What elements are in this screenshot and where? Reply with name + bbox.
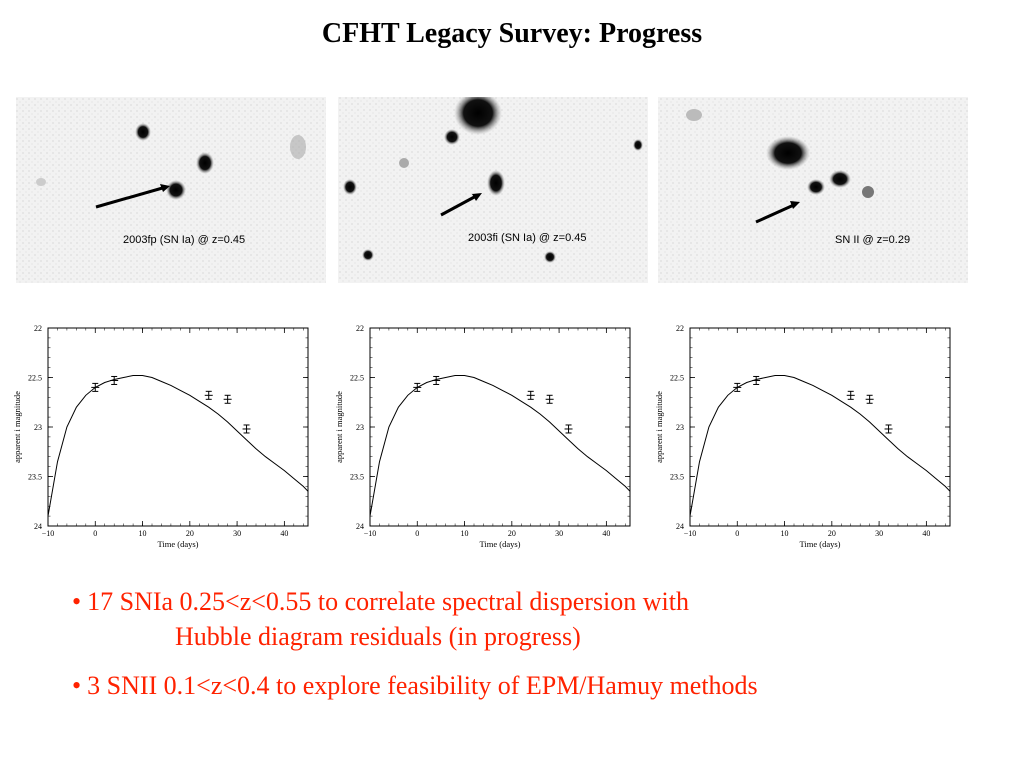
x-axis-label: Time (days) — [479, 539, 520, 549]
plot-frame — [369, 327, 631, 527]
x-tick-label: 40 — [922, 529, 930, 538]
data-point — [545, 394, 554, 404]
sn-image-panel-2: 2003fi (SN Ia) @ z=0.45 — [338, 97, 648, 283]
bullet-marker-1: • — [72, 587, 82, 616]
light-curve-svg-2: −10 0 10 20 30 40 22 22.5 23 23.5 24 Time (days) app… — [334, 324, 631, 549]
data-point — [432, 375, 441, 385]
data-point — [91, 382, 100, 392]
page-title: CFHT Legacy Survey: Progress — [321, 18, 703, 49]
bullet-marker-2: • — [72, 671, 82, 700]
y-tick-label: 22 — [356, 324, 364, 333]
bullet-item-1: • 17 SNIa 0.25<z<0.55 to correlate spectr… — [72, 584, 1002, 654]
data-point — [733, 382, 742, 392]
y-tick-label: 22.5 — [28, 374, 42, 383]
x-tick-label: 0 — [93, 529, 97, 538]
data-point — [204, 390, 213, 400]
data-point — [884, 424, 893, 434]
x-tick-label: 30 — [875, 529, 883, 538]
y-tick-label: 24 — [676, 522, 684, 531]
data-point — [564, 424, 573, 434]
x-tick-label: 30 — [555, 529, 563, 538]
y-tick-label: 23 — [34, 423, 42, 432]
sn-image-panel-1: 2003fp (SN Ia) @ z=0.45 — [16, 97, 326, 283]
x-axis-label: Time (days) — [799, 539, 840, 549]
x-tick-label: 40 — [602, 529, 610, 538]
sn-label-3: SN II @ z=0.29 — [835, 234, 910, 246]
y-tick-label: 23.5 — [670, 473, 684, 482]
data-point — [242, 424, 251, 434]
y-tick-label: 22 — [676, 324, 684, 333]
x-axis-label: Time (days) — [157, 539, 198, 549]
data-point — [865, 394, 874, 404]
y-tick-label: 23 — [676, 423, 684, 432]
y-axis-label: apparent i magnitude — [654, 391, 664, 463]
arrow-1 — [95, 185, 167, 209]
bullet-item-2: • 3 SNII 0.1<z<0.4 to explore feasibility… — [72, 668, 1002, 703]
x-tick-label: 0 — [735, 529, 739, 538]
x-tick-label: 40 — [280, 529, 288, 538]
y-tick-label: 23.5 — [28, 473, 42, 482]
sn-image-2: 2003fi (SN Ia) @ z=0.45 — [338, 97, 648, 283]
sn-label-1: 2003fp (SN Ia) @ z=0.45 — [123, 234, 245, 246]
y-tick-label: 22 — [34, 324, 42, 333]
x-tick-label: 0 — [415, 529, 419, 538]
data-point — [846, 390, 855, 400]
light-curve-plot-3: −10 0 10 20 30 40 22 22.5 23 23.5 24 Time (days) app… — [652, 318, 962, 558]
y-tick-label: 23.5 — [350, 473, 364, 482]
light-curve-line — [369, 375, 631, 517]
data-point — [223, 394, 232, 404]
x-tick-label: 20 — [186, 529, 194, 538]
light-curve-svg-3: −10 0 10 20 30 40 22 22.5 23 23.5 24 Time (days) app… — [654, 324, 951, 549]
arrow-2 — [440, 193, 479, 217]
plot-frame — [47, 327, 309, 527]
data-point — [526, 390, 535, 400]
light-curve-svg-1: −10 0 10 20 30 40 22 22.5 23 23.5 24 Time (days) app… — [12, 324, 309, 549]
bullet-2-text: 3 SNII 0.1<z<0.4 to explore feasibility … — [87, 671, 758, 700]
light-curve-line — [689, 375, 951, 517]
y-axis-label: apparent i magnitude — [334, 391, 344, 463]
x-tick-label: −10 — [42, 529, 55, 538]
x-tick-label: 10 — [139, 529, 147, 538]
data-point — [110, 375, 119, 385]
x-tick-label: −10 — [364, 529, 377, 538]
sn-image-1: 2003fp (SN Ia) @ z=0.45 — [16, 97, 326, 283]
sn-image-3: SN II @ z=0.29 — [658, 97, 968, 283]
y-tick-label: 22.5 — [670, 374, 684, 383]
x-tick-label: −10 — [684, 529, 697, 538]
bullet-list: • 17 SNIa 0.25<z<0.55 to correlate spectr… — [72, 584, 1002, 703]
x-tick-label: 10 — [781, 529, 789, 538]
arrow-3 — [755, 202, 797, 224]
x-tick-label: 20 — [508, 529, 516, 538]
data-point — [413, 382, 422, 392]
bullet-1-line-1: 17 SNIa 0.25<z<0.55 to correlate spectra… — [87, 587, 690, 616]
light-curve-line — [47, 375, 309, 517]
y-axis-label: apparent i magnitude — [12, 391, 22, 463]
x-tick-label: 30 — [233, 529, 241, 538]
plot-frame — [689, 327, 951, 527]
light-curve-plot-2: −10 0 10 20 30 40 22 22.5 23 23.5 24 Time (days) app… — [332, 318, 642, 558]
sn-image-panel-3: SN II @ z=0.29 — [658, 97, 968, 283]
sn-label-2: 2003fi (SN Ia) @ z=0.45 — [468, 232, 586, 244]
y-tick-label: 24 — [356, 522, 364, 531]
data-point — [752, 375, 761, 385]
light-curve-plot-1: −10 0 10 20 30 40 22 22.5 23 23.5 24 Time (days) app… — [10, 318, 320, 558]
y-tick-label: 22.5 — [350, 374, 364, 383]
x-tick-label: 10 — [461, 529, 469, 538]
bullet-1-line-2: Hubble diagram residuals (in progress) — [175, 622, 581, 651]
y-tick-label: 23 — [356, 423, 364, 432]
y-tick-label: 24 — [34, 522, 42, 531]
x-tick-label: 20 — [828, 529, 836, 538]
